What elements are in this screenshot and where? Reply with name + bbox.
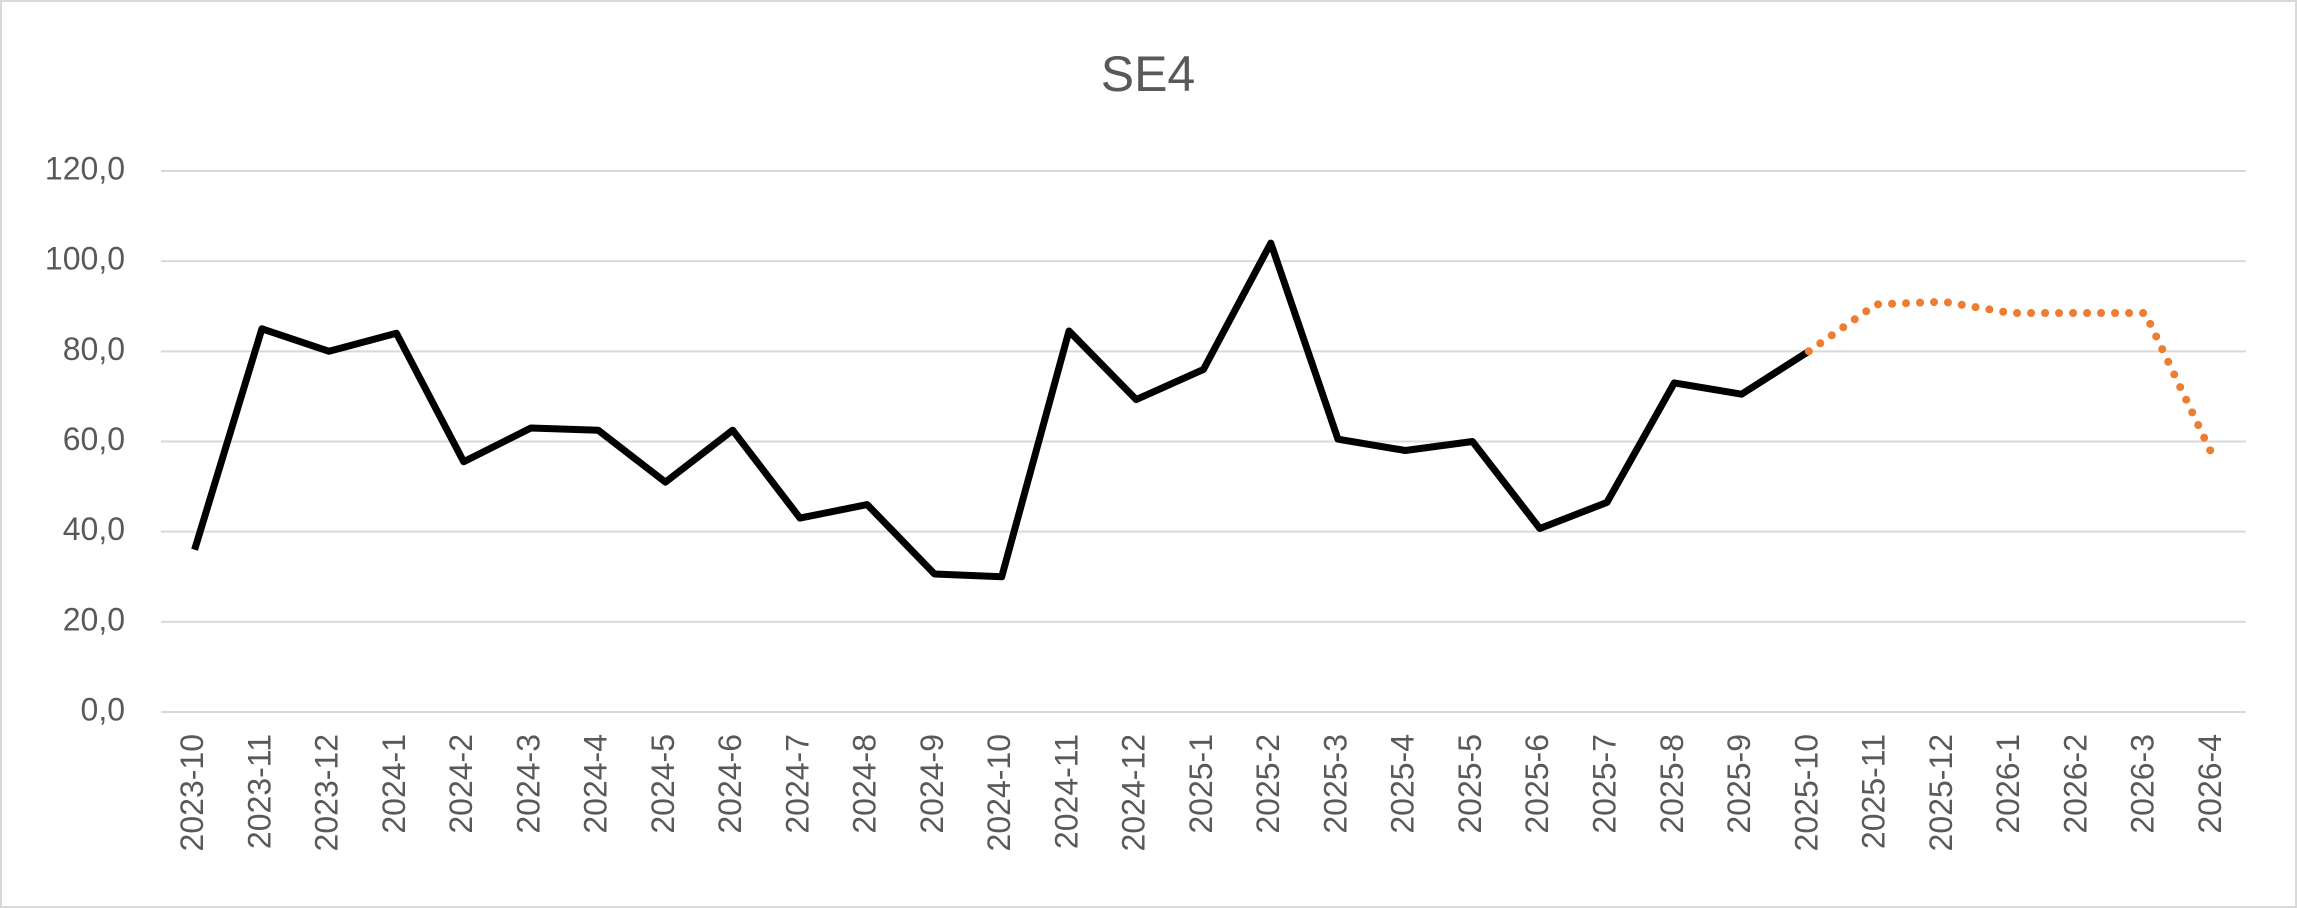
x-tick-label: 2024-4 xyxy=(578,734,614,834)
x-tick-label: 2026-2 xyxy=(2057,734,2093,834)
x-tick-label: 2026-1 xyxy=(1990,734,2026,834)
x-tick-label: 2025-2 xyxy=(1250,734,1286,834)
x-tick-label: 2024-8 xyxy=(847,734,883,834)
x-tick-label: 2025-12 xyxy=(1923,734,1959,851)
y-tick-label: 80,0 xyxy=(63,331,125,367)
x-tick-label: 2024-6 xyxy=(712,734,748,834)
x-tick-label: 2024-12 xyxy=(1116,734,1152,851)
x-tick-label: 2025-11 xyxy=(1856,734,1892,849)
x-tick-label: 2025-1 xyxy=(1183,734,1219,834)
x-tick-label: 2026-4 xyxy=(2192,734,2228,834)
x-tick-label: 2023-12 xyxy=(309,734,345,851)
y-tick-label: 60,0 xyxy=(63,421,125,457)
x-tick-label: 2026-3 xyxy=(2125,734,2161,834)
y-tick-label: 40,0 xyxy=(63,511,125,547)
x-tick-label: 2024-11 xyxy=(1048,734,1084,849)
x-tick-label: 2025-7 xyxy=(1587,734,1623,834)
series-line xyxy=(1804,297,2217,459)
x-tick-label: 2023-11 xyxy=(241,734,277,849)
x-tick-label: 2025-8 xyxy=(1654,734,1690,834)
x-tick-label: 2025-9 xyxy=(1721,734,1757,834)
x-tick-label: 2024-2 xyxy=(443,734,479,834)
x-tick-label: 2025-3 xyxy=(1317,734,1353,834)
series-line xyxy=(191,239,1811,581)
x-tick-label: 2024-9 xyxy=(914,734,950,834)
y-tick-label: 100,0 xyxy=(45,241,125,277)
chart-title: SE4 xyxy=(1101,46,1196,102)
x-tick-label: 2025-10 xyxy=(1788,734,1824,851)
x-tick-label: 2025-5 xyxy=(1452,734,1488,834)
y-tick-label: 120,0 xyxy=(45,150,125,186)
x-tick-label: 2024-5 xyxy=(645,734,681,834)
x-tick-label: 2024-1 xyxy=(376,734,412,834)
y-tick-label: 0,0 xyxy=(81,691,125,727)
y-tick-label: 20,0 xyxy=(63,601,125,637)
x-tick-label: 2024-10 xyxy=(981,734,1017,851)
x-tick-label: 2025-4 xyxy=(1385,734,1421,834)
x-tick-label: 2024-3 xyxy=(510,734,546,834)
x-tick-label: 2025-6 xyxy=(1519,734,1555,834)
x-tick-label: 2024-7 xyxy=(779,734,815,834)
x-tick-label: 2023-10 xyxy=(174,734,210,851)
